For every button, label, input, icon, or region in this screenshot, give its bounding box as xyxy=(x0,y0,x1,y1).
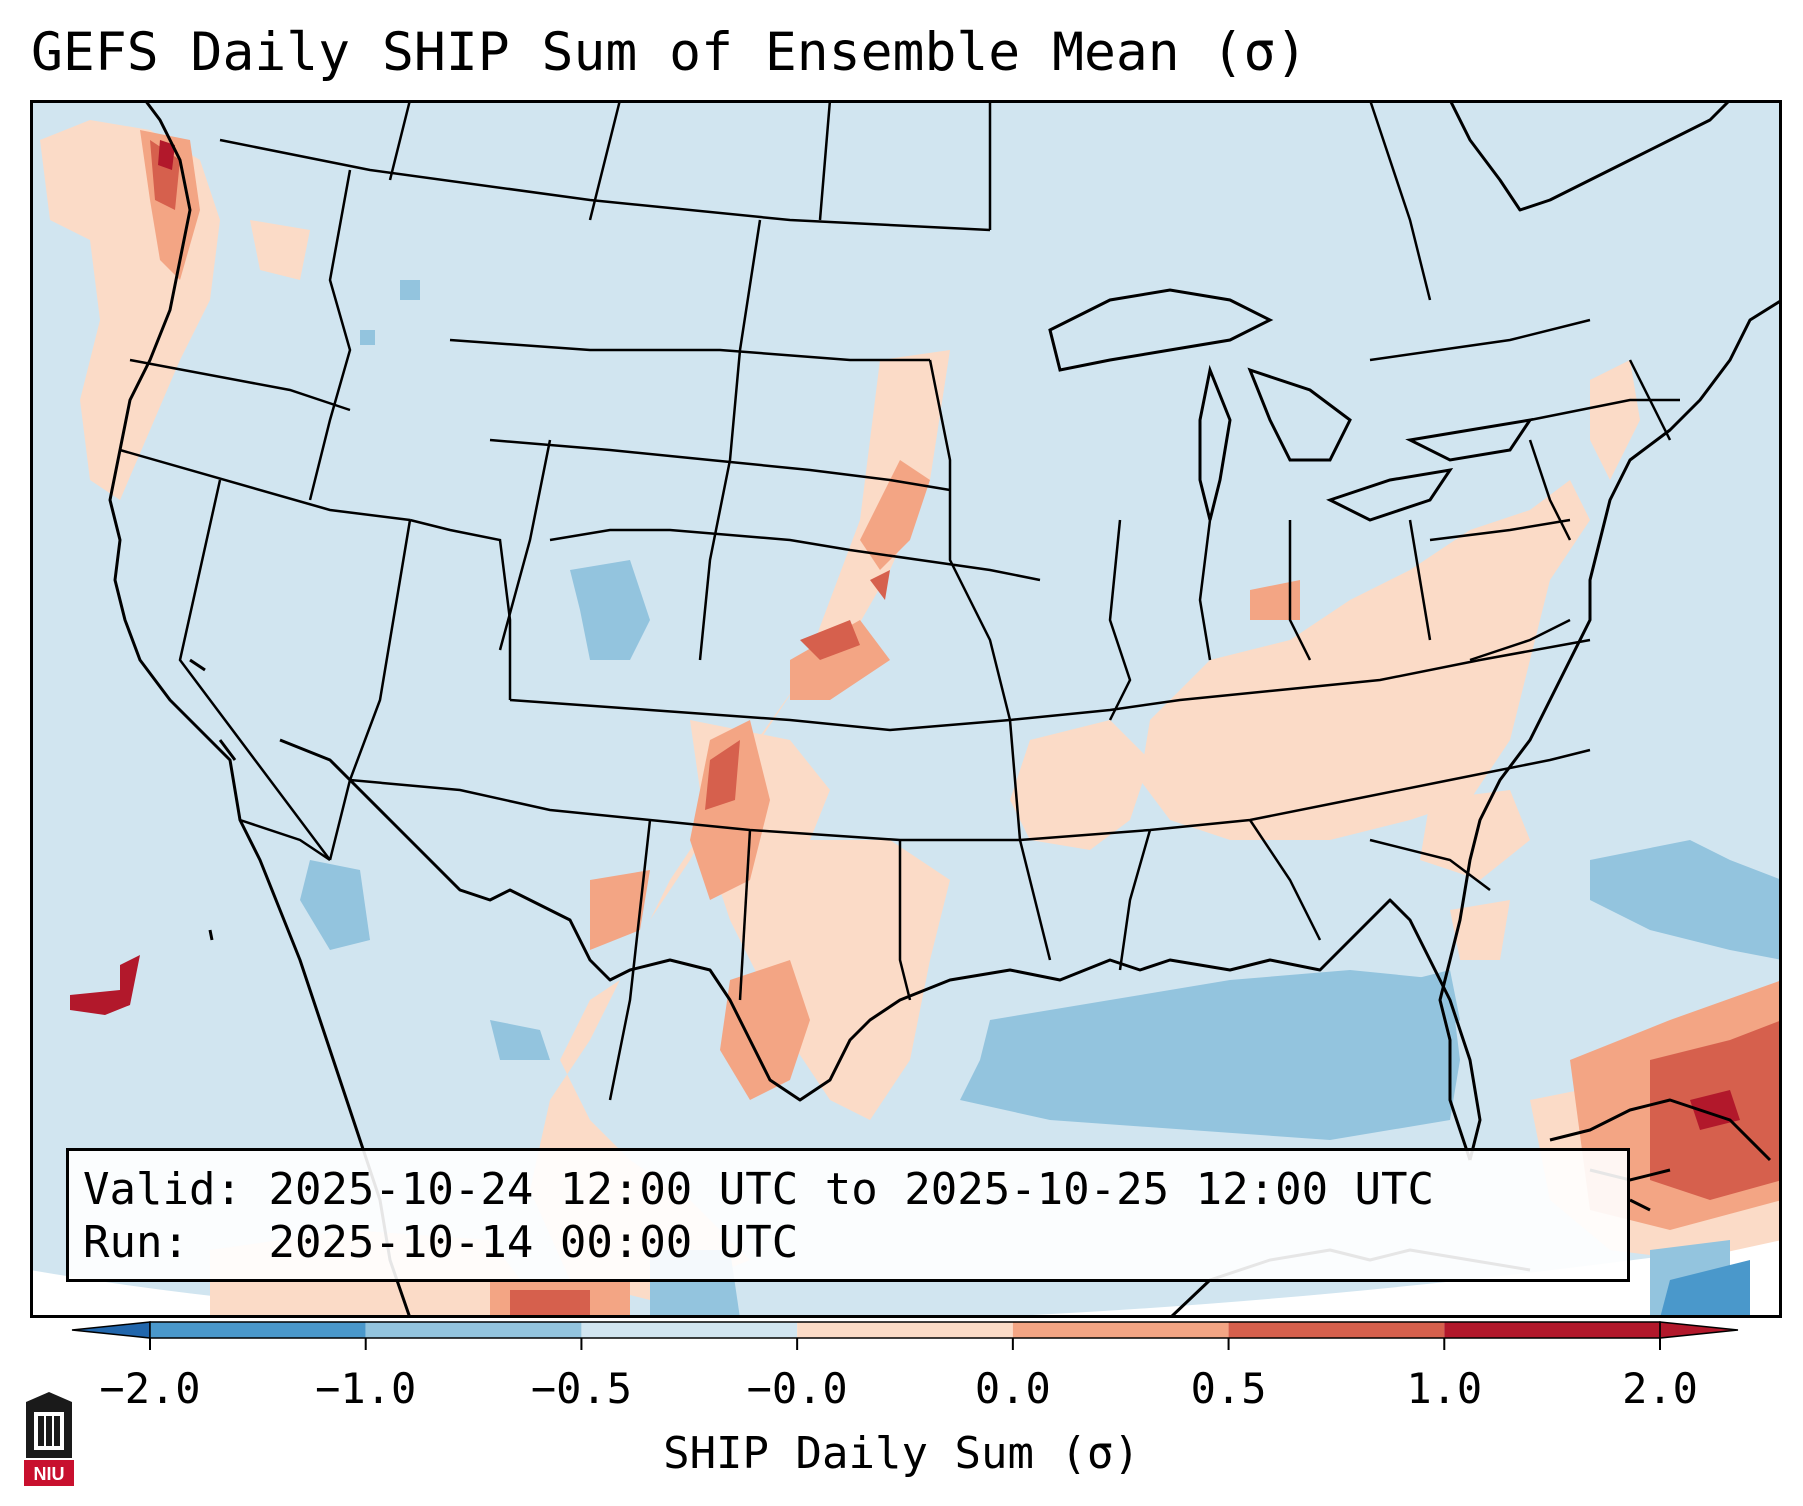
valid-label: Valid: xyxy=(83,1164,242,1215)
colorbar-under-arrow xyxy=(71,1321,151,1339)
colorbar-bin xyxy=(581,1322,798,1338)
colorbar-bin xyxy=(1444,1322,1660,1338)
colorbar-tick-label: −1.0 xyxy=(315,1364,417,1413)
colorbar-tick-label: 0.5 xyxy=(1190,1364,1267,1413)
niu-logo: NIU xyxy=(20,1392,78,1488)
anomaly-strong-negative xyxy=(1660,1260,1750,1318)
colorbar-tick-label: 2.0 xyxy=(1622,1364,1698,1413)
map-domain-edge xyxy=(30,1240,1782,1318)
anomaly-extreme-positive xyxy=(70,140,1740,1130)
great-lakes xyxy=(1048,288,1534,522)
colorbar-tick-label: −0.5 xyxy=(530,1364,632,1413)
valid-value: 2025-10-24 12:00 UTC to 2025-10-25 12:00… xyxy=(268,1164,1435,1215)
anomaly-negative xyxy=(300,280,1782,1318)
logo-text: NIU xyxy=(34,1464,65,1484)
chart-title: GEFS Daily SHIP Sum of Ensemble Mean (σ) xyxy=(31,22,1308,83)
run-value: 2025-10-14 00:00 UTC xyxy=(268,1217,799,1268)
run-label: Run: xyxy=(83,1217,189,1268)
colorbar xyxy=(71,1321,1739,1350)
map-panel xyxy=(30,100,1782,1318)
colorbar-bin xyxy=(1012,1322,1229,1338)
valid-run-info-box: Valid: 2025-10-24 12:00 UTC to 2025-10-2… xyxy=(66,1148,1630,1282)
colorbar-bin xyxy=(150,1322,366,1338)
colorbar-tick-label: −2.0 xyxy=(99,1364,201,1413)
colorbar-bin xyxy=(365,1322,582,1338)
colorbar-outline xyxy=(149,1321,1661,1339)
colorbar-bin xyxy=(797,1322,1013,1338)
province-boundaries xyxy=(388,100,1591,362)
colorbar-tick-label: 0.0 xyxy=(974,1364,1051,1413)
colorbar-label: SHIP Daily Sum (σ) xyxy=(663,1428,1140,1479)
state-boundaries xyxy=(119,100,1680,1101)
map-frame xyxy=(30,100,1782,1318)
colorbar-bin xyxy=(1228,1322,1445,1338)
map-background xyxy=(30,100,1782,1318)
colorbar-tick-label: −0.0 xyxy=(746,1364,848,1413)
colorbar-tick-label: 1.0 xyxy=(1406,1364,1483,1413)
colorbar-over-arrow xyxy=(1659,1321,1739,1339)
